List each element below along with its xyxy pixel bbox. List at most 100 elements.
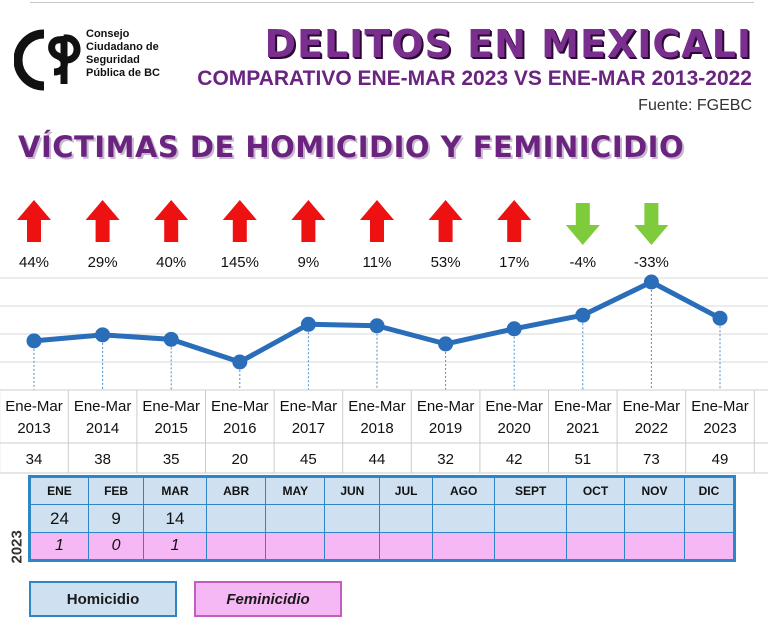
source-note: Fuente: FGEBC [638,97,752,114]
homicidio-cell [205,504,267,533]
feminicidio-cell [431,532,496,561]
arrow-down-icon [634,203,669,245]
arrow-up-icon [428,200,463,242]
change-label: 40% [156,254,186,271]
feminicidio-cell [379,532,433,561]
category-label: 2020 [498,420,531,437]
page-subtitle: COMPARATIVO ENE-MAR 2023 VS ENE-MAR 2013… [197,67,752,90]
month-header-cell: FEB [87,476,145,505]
logo-line: Ciudadano de [86,41,159,53]
section-title: VÍCTIMAS DE HOMICIDIO Y FEMINICIDIO [18,130,685,164]
arrow-up-icon [17,200,51,242]
category-label: 2022 [635,420,668,437]
category-label: 2019 [429,420,462,437]
category-label: Ene-Mar [417,398,475,415]
month-header-cell: JUL [379,476,433,505]
month-header-cell: NOV [624,476,685,505]
homicidio-row: 24 9 14 [29,504,736,533]
data-point [300,316,316,332]
value-label: 35 [163,451,180,468]
homicidio-cell: 24 [29,504,89,533]
category-label: Ene-Mar [485,398,543,415]
value-label: 42 [506,451,523,468]
month-header-cell: MAR [143,476,207,505]
legend-homicidio: Homicidio [29,581,177,617]
month-header-cell: SEPT [494,476,567,505]
arrow-up-icon [154,200,189,242]
arrow-up-icon [360,200,394,242]
data-point [95,327,111,343]
homicidio-cell [379,504,433,533]
change-label: 29% [88,254,118,271]
category-label: Ene-Mar [211,398,269,415]
category-label: Ene-Mar [554,398,612,415]
arrow-up-icon [85,200,120,242]
feminicidio-cell [624,532,685,561]
logo-line: Pública de BC [86,67,160,79]
data-point [163,331,179,347]
value-label: 32 [437,451,454,468]
change-label: 17% [499,254,529,271]
data-point [438,336,454,352]
change-label: 44% [19,254,49,271]
monthly-table-wrap: ENE FEB MAR ABR MAY JUN JUL AGO SEPT OCT NOV DIC 24… [28,475,736,562]
homicidio-cell: 9 [87,504,145,533]
change-label: 9% [298,254,320,271]
data-point [643,274,659,290]
data-point [232,354,248,370]
data-point [26,333,42,349]
month-header-cell: JUN [324,476,381,505]
value-label: 49 [712,451,729,468]
category-label: Ene-Mar [691,398,749,415]
month-header-row: ENE FEB MAR ABR MAY JUN JUL AGO SEPT OCT NOV DIC [29,476,736,505]
value-label: 34 [26,451,43,468]
arrow-down-icon [565,203,600,245]
category-table-bg [0,390,768,473]
feminicidio-cell: 1 [143,532,207,561]
category-label: 2014 [86,420,119,437]
homicidio-cell: 14 [143,504,207,533]
logo-text: Consejo Ciudadano de Seguridad Pública d… [86,28,160,80]
month-header-cell: DIC [683,476,736,505]
homicidio-cell [431,504,496,533]
change-label: 145% [221,254,259,271]
category-label: Ene-Mar [74,398,132,415]
monthly-table: ENE FEB MAR ABR MAY JUN JUL AGO SEPT OCT NOV DIC 24… [28,475,736,562]
homicidio-cell [565,504,626,533]
change-label: 53% [431,254,461,271]
feminicidio-cell [324,532,381,561]
feminicidio-cell [565,532,626,561]
category-label: 2015 [155,420,188,437]
category-label: 2017 [292,420,325,437]
homicidio-cell [265,504,326,533]
data-point [369,318,385,334]
page-title: DELITOS EN MEXICALI [264,22,752,66]
line-chart: 44% 29% 40% 145% 9% 11% 53% 17% -4% -33% Ene-Mar 20… [0,200,768,474]
value-label: 20 [231,451,248,468]
category-label: Ene-Mar [348,398,406,415]
category-label: 2018 [360,420,393,437]
month-header-cell: AGO [431,476,496,505]
logo-line: Consejo [86,28,130,40]
category-label: 2021 [566,420,599,437]
feminicidio-cell [265,532,326,561]
homicidio-cell [624,504,685,533]
logo-line: Seguridad [86,54,140,66]
category-label: 2013 [17,420,50,437]
data-point [575,307,591,323]
homicidio-cell [324,504,381,533]
feminicidio-cell: 1 [29,532,89,561]
value-label: 73 [643,451,660,468]
arrow-up-icon [222,200,257,242]
feminicidio-cell [494,532,567,561]
category-label: 2023 [703,420,736,437]
data-point [712,310,728,326]
arrow-up-icon [291,200,326,242]
category-label: Ene-Mar [5,398,63,415]
category-label: 2016 [223,420,256,437]
data-point [506,321,522,337]
month-header-cell: MAY [265,476,326,505]
change-label: -4% [569,254,596,271]
change-label: -33% [634,254,669,271]
homicidio-cell [683,504,736,533]
